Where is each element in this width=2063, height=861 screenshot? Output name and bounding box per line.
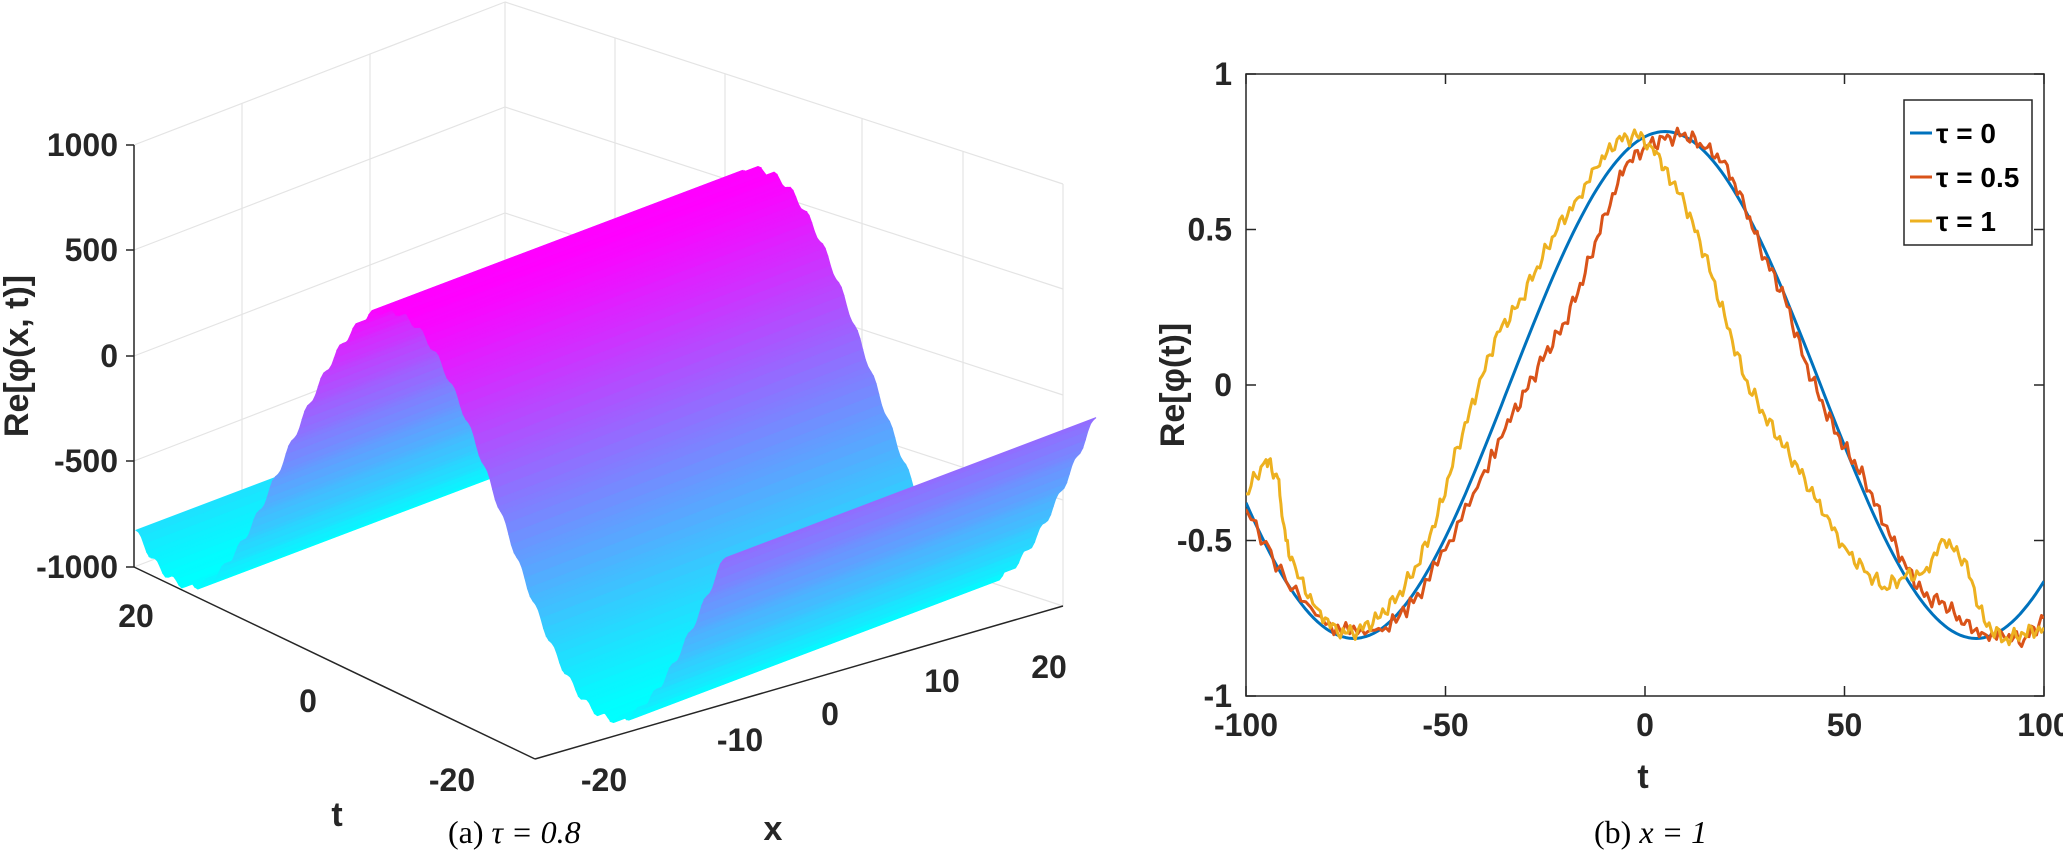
y-tick-label: 0.5	[1188, 212, 1232, 248]
y-tick-label: -0.5	[1177, 523, 1232, 559]
chart-a-zlabel: Re[φ(x, t)]	[0, 275, 36, 437]
z-tick-label: 1000	[47, 127, 118, 163]
chart-a-caption-math: τ = 0.8	[492, 814, 581, 850]
x-tick-label: 100	[2017, 707, 2063, 743]
series-line-2	[1246, 128, 2044, 647]
t-tick-label: 0	[299, 683, 317, 719]
x-tick-label: 0	[1636, 707, 1654, 743]
z-tick-label: 0	[100, 338, 118, 374]
x-tick-label: -20	[581, 762, 627, 798]
chart-b-legend: τ = 0 τ = 0.5 τ = 1	[1903, 99, 2033, 246]
series-line-1	[1246, 126, 2044, 648]
y-tick-label: 1	[1214, 56, 1232, 92]
t-tick-label: 20	[118, 598, 154, 634]
chart-a-ticks: 1000 500 0 -500 -1000 -20 -10 0 10 20 20 0 -20	[36, 127, 1067, 798]
t-tick-label: -20	[429, 762, 475, 798]
x-tick-label: 10	[924, 663, 960, 699]
z-tick-label: -500	[54, 443, 118, 479]
chart-b-caption-math: x = 1	[1638, 814, 1707, 850]
chart-a: 1000 500 0 -500 -1000 -20 -10 0 10 20 20 0 -20 Re[φ(…	[0, 1, 1097, 850]
chart-a-caption-prefix: (a)	[448, 814, 484, 850]
chart-a-xlabel: x	[764, 810, 783, 848]
x-tick-label: 0	[821, 696, 839, 732]
chart-b-xlabel: t	[1637, 758, 1648, 796]
z-tick-label: 500	[65, 232, 118, 268]
chart-a-surface	[134, 166, 1097, 724]
chart-a-caption: (a) τ = 0.8	[448, 814, 581, 850]
chart-a-ylabel: t	[331, 796, 342, 834]
surface-strip	[722, 417, 1097, 561]
x-tick-label: -100	[1214, 707, 1278, 743]
chart-b-caption-prefix: (b)	[1594, 814, 1631, 850]
z-tick-label: -1000	[36, 549, 118, 585]
chart-b: 1 0.5 0 -0.5 -1-100 -50 0 50 100 Re[φ(t)] t τ = …	[1154, 56, 2063, 850]
chart-b-axes: 1 0.5 0 -0.5 -1-100 -50 0 50 100	[1177, 56, 2063, 743]
x-tick-label: 20	[1031, 649, 1067, 685]
legend-entry: τ = 1	[1936, 206, 1996, 237]
x-tick-label: -50	[1422, 707, 1468, 743]
chart-b-caption: (b) x = 1	[1594, 814, 1707, 850]
legend-entry: τ = 0	[1936, 118, 1996, 149]
chart-b-series	[1246, 126, 2044, 648]
x-tick-label: 50	[1827, 707, 1863, 743]
legend-entry: τ = 0.5	[1936, 162, 2019, 193]
chart-b-ylabel: Re[φ(t)]	[1154, 323, 1192, 447]
y-tick-label: -1	[1204, 678, 1232, 714]
x-tick-label: -10	[717, 722, 763, 758]
y-tick-label: 0	[1214, 367, 1232, 403]
